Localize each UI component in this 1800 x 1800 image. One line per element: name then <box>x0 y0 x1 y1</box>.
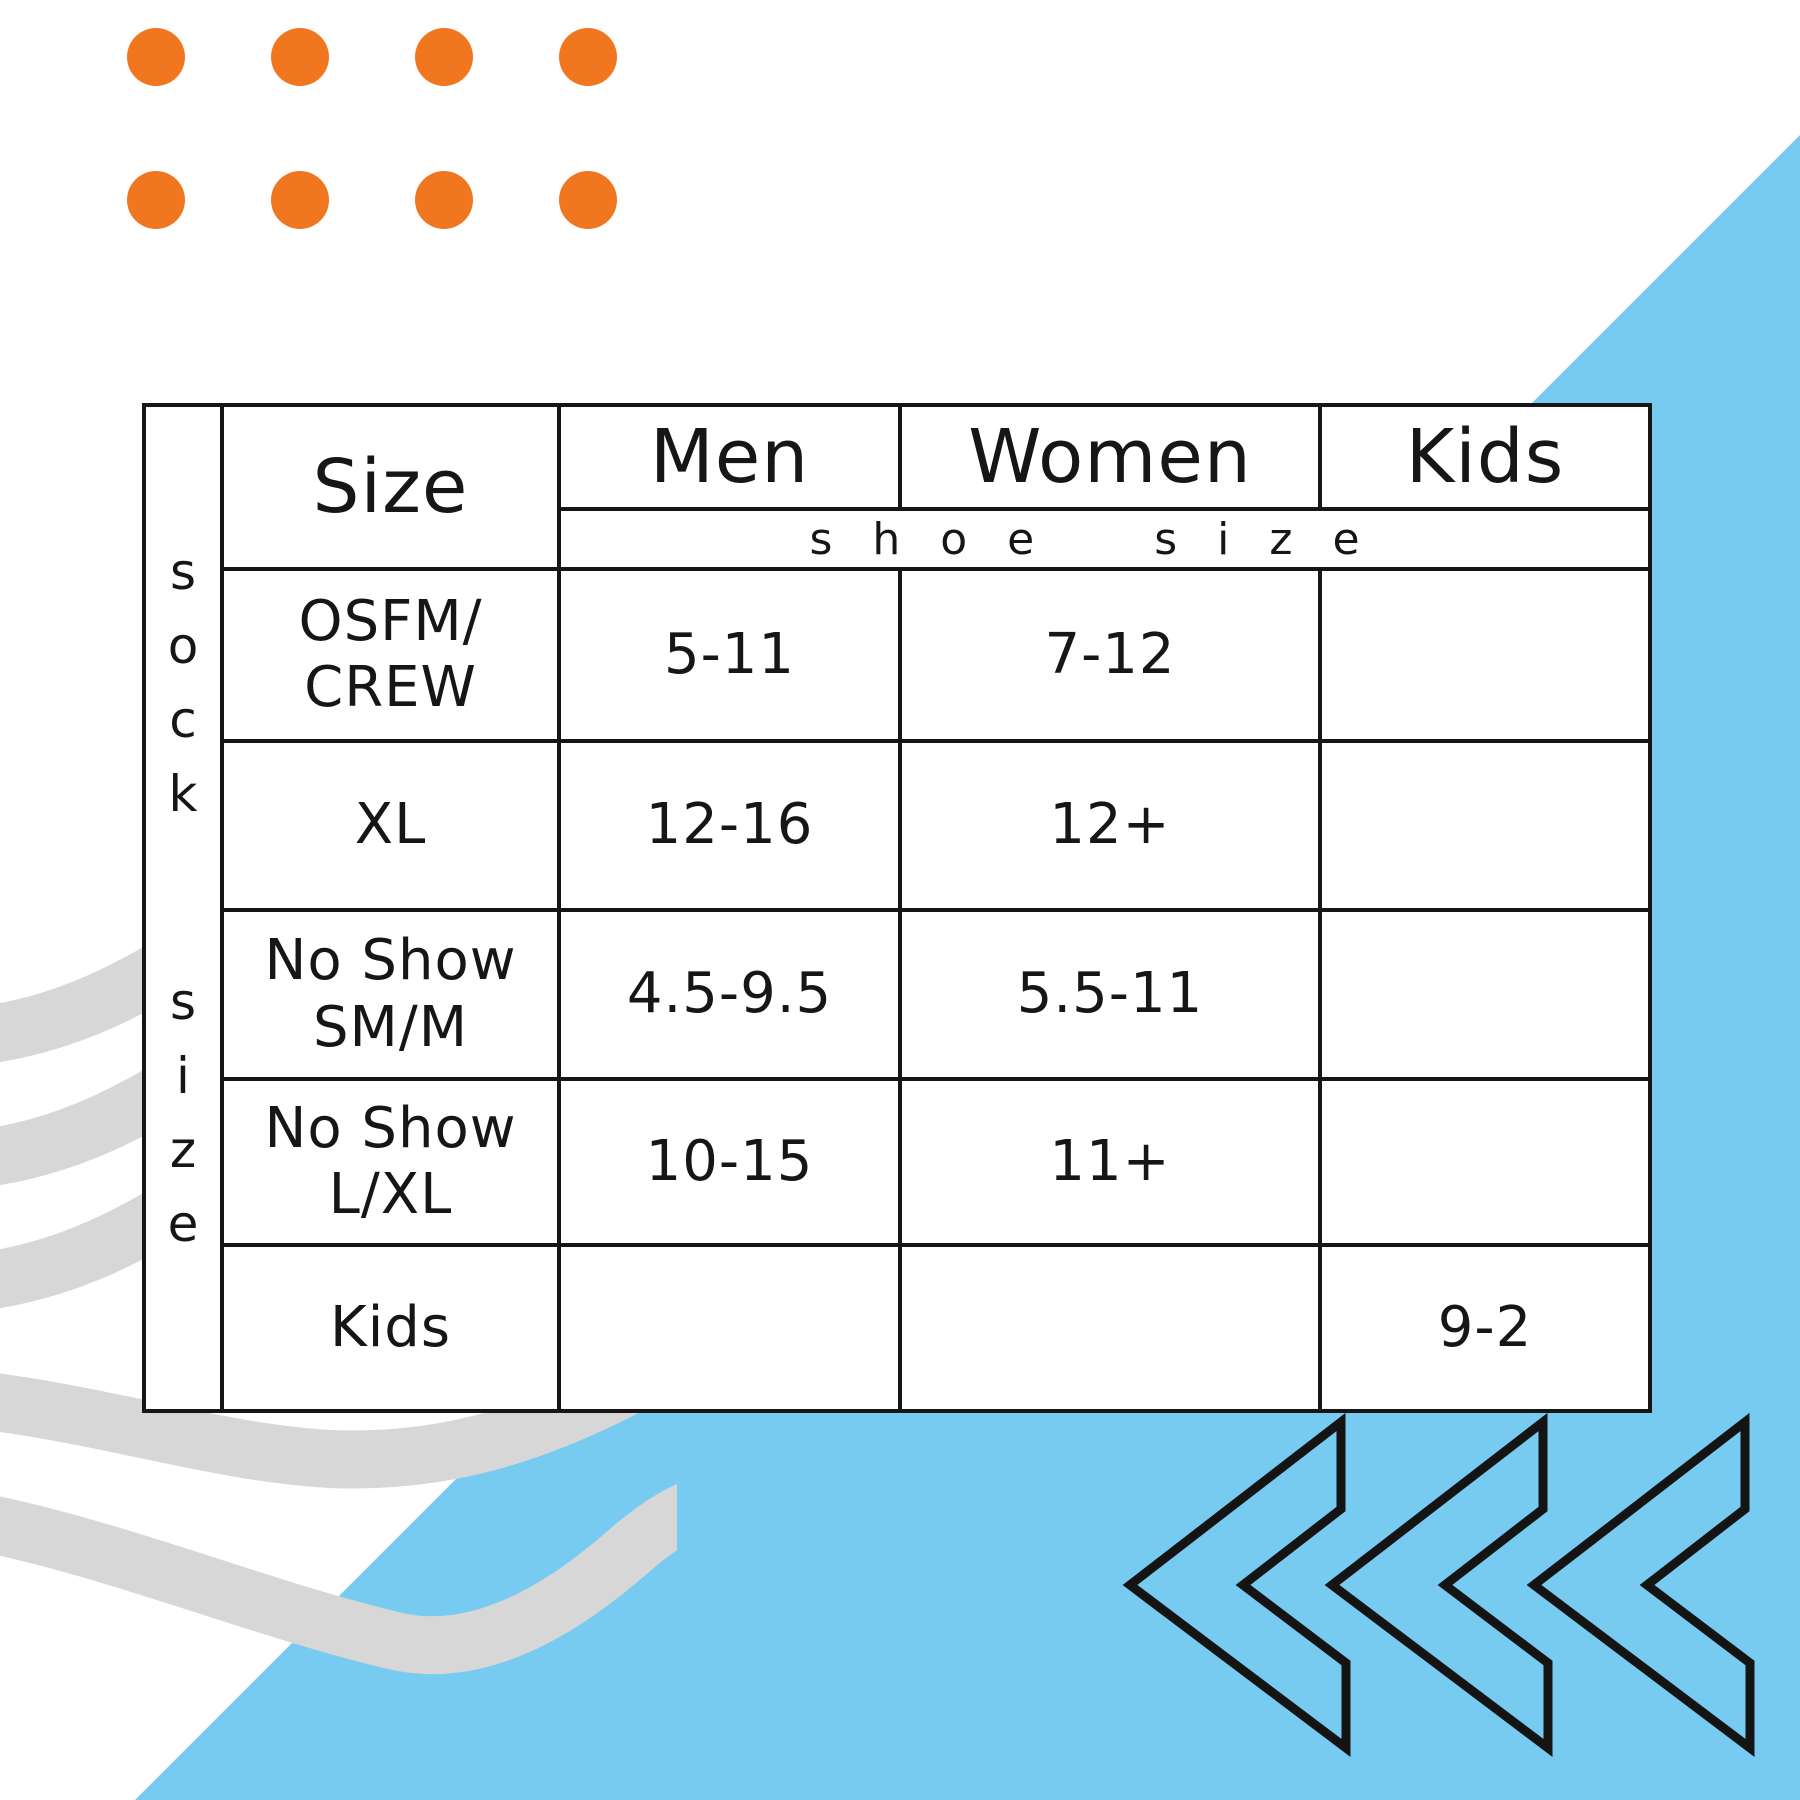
cell-women-noshow-smm: 5.5-11 <box>898 908 1322 1081</box>
cell-women-kids <box>898 1243 1322 1413</box>
cell-men-kids <box>557 1243 902 1413</box>
row-label-line: Kids <box>329 1294 451 1360</box>
column-header-label: Men <box>649 414 810 500</box>
left-chevron-icon <box>1526 1412 1755 1758</box>
table-row: No Show L/XL 10-15 11+ <box>144 1077 1652 1247</box>
row-label-line: No Show <box>264 928 517 994</box>
col-axis-label: shoe size <box>809 513 1400 565</box>
cell-men-noshow-lxl: 10-15 <box>557 1077 902 1247</box>
row-label-osfm-crew: OSFM/ CREW <box>220 567 561 743</box>
column-header-women: Women <box>898 403 1322 511</box>
row-axis-label: sock size <box>154 543 212 1269</box>
row-label-line: CREW <box>304 655 477 720</box>
table-row: OSFM/ CREW 5-11 7-12 <box>144 567 1652 743</box>
triple-left-chevrons <box>1122 1412 1755 1758</box>
cell-kids-xl <box>1318 739 1652 912</box>
orange-dot <box>415 171 473 229</box>
table-row: Kids 9-2 <box>144 1243 1652 1413</box>
table-row: XL 12-16 12+ <box>144 739 1652 912</box>
col-axis-label-cell: shoe size <box>557 507 1652 571</box>
wave-line <box>0 1483 677 1675</box>
column-header-men: Men <box>557 403 902 511</box>
column-header-label: Kids <box>1405 414 1565 500</box>
column-header-label: Women <box>968 414 1252 500</box>
cell-women-osfm: 7-12 <box>898 567 1322 743</box>
orange-dot <box>271 171 329 229</box>
row-label-line: XL <box>354 792 427 858</box>
orange-dot <box>415 28 473 86</box>
column-header-kids: Kids <box>1318 403 1652 511</box>
orange-dot <box>559 28 617 86</box>
cell-kids-noshow-lxl <box>1318 1077 1652 1247</box>
left-chevron-icon <box>1324 1412 1553 1758</box>
cell-men-noshow-smm: 4.5-9.5 <box>557 908 902 1081</box>
left-chevron-icon <box>1122 1412 1351 1758</box>
orange-dot <box>127 28 185 86</box>
row-label-line: No Show <box>264 1095 517 1161</box>
cell-kids-kids: 9-2 <box>1318 1243 1652 1413</box>
row-label-noshow-lxl: No Show L/XL <box>220 1077 561 1247</box>
orange-dot <box>559 171 617 229</box>
orange-dot-grid <box>127 28 617 229</box>
cell-men-osfm: 5-11 <box>557 567 902 743</box>
row-label-line: OSFM/ <box>298 588 483 654</box>
row-label-line: SM/M <box>312 994 469 1060</box>
cell-men-xl: 12-16 <box>557 739 902 912</box>
cell-kids-noshow-smm <box>1318 908 1652 1081</box>
size-chart-table: sock size Size Men Women Kids shoe size <box>142 403 1652 1413</box>
corner-header-cell: Size <box>220 403 561 571</box>
row-label-noshow-smm: No Show SM/M <box>220 908 561 1081</box>
row-axis-label-cell: sock size <box>142 403 224 1413</box>
row-label-line: L/XL <box>328 1162 453 1227</box>
cell-women-xl: 12+ <box>898 739 1322 912</box>
cell-women-noshow-lxl: 11+ <box>898 1077 1322 1247</box>
orange-dot <box>271 28 329 86</box>
table-row: No Show SM/M 4.5-9.5 5.5-11 <box>144 908 1652 1081</box>
cell-kids-osfm <box>1318 567 1652 743</box>
row-label-xl: XL <box>220 739 561 912</box>
corner-header-label: Size <box>312 444 469 530</box>
row-label-kids: Kids <box>220 1243 561 1413</box>
orange-dot <box>127 171 185 229</box>
